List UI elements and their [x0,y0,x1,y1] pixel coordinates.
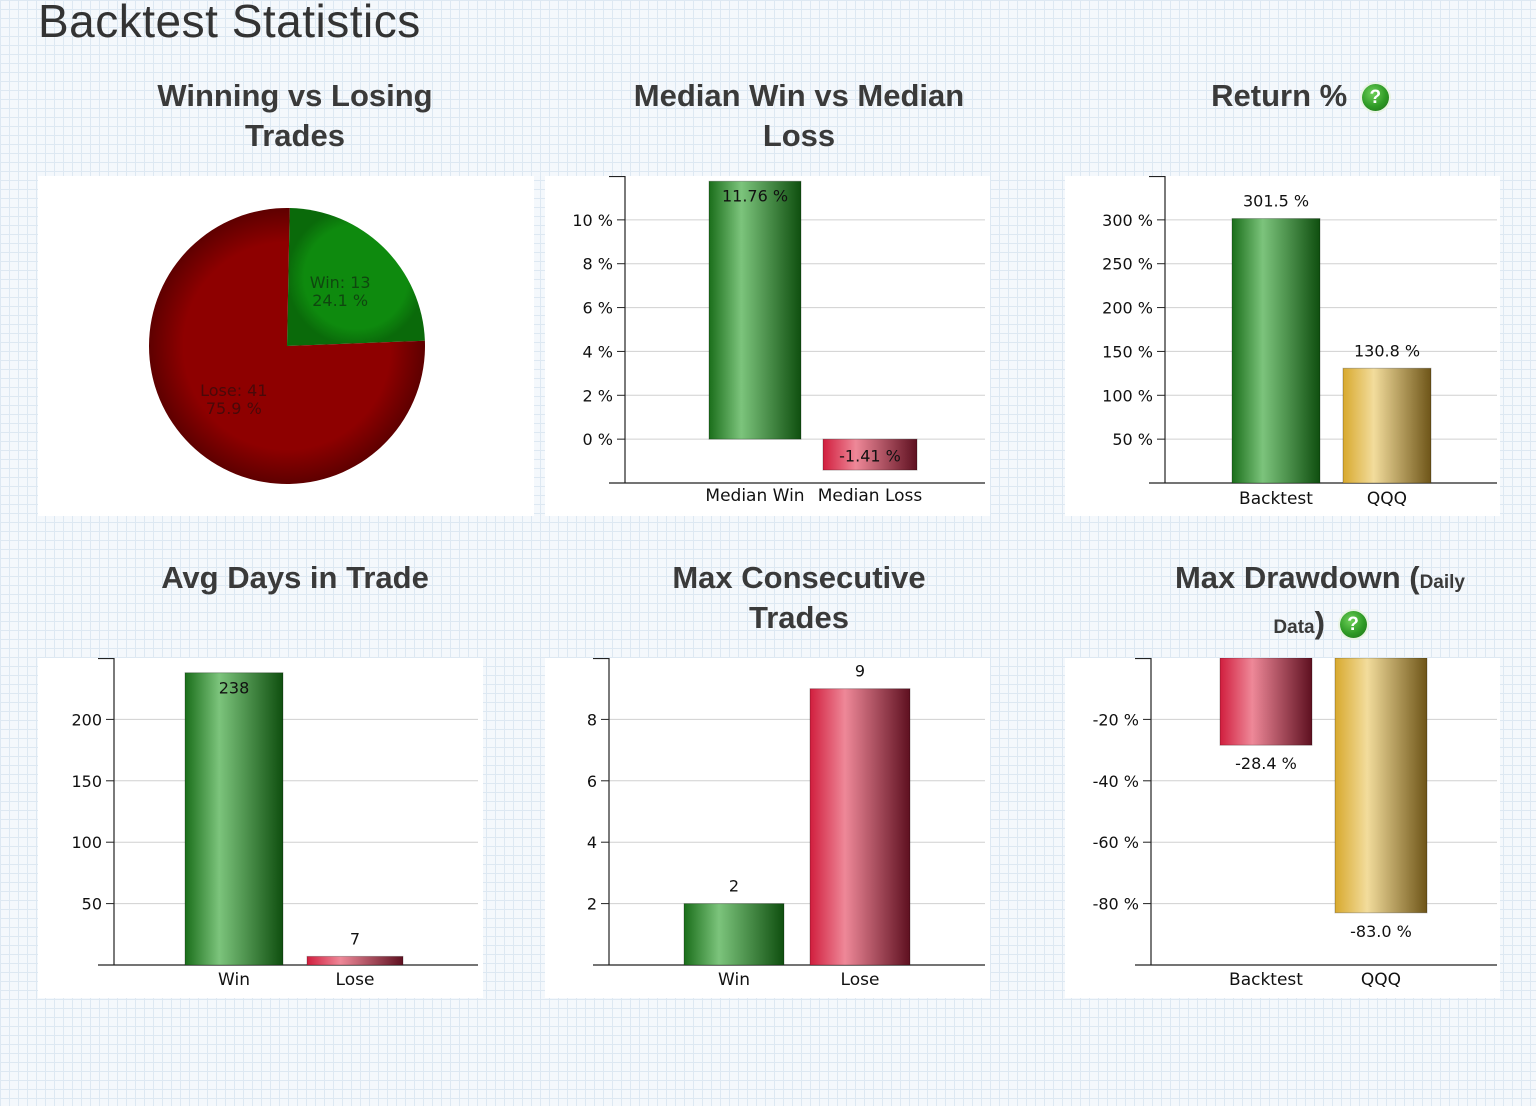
y-tick-label: 8 [587,710,597,729]
y-tick-label: -80 % [1093,895,1139,914]
chart-title-return: Return % ? [1130,76,1470,116]
chart-title-end: ) [1314,605,1325,640]
y-tick-label: 4 % [583,342,613,361]
x-tick-label: Backtest [1239,489,1313,509]
bar-lose [306,955,404,966]
chart-title-text: Max Consecutive Trades [672,560,926,635]
data-label: 2 [729,877,739,896]
bar-win [184,672,284,966]
chart-title-text: Median Win vs Median Loss [633,78,965,153]
chart-title-max-consecutive: Max Consecutive Trades [640,558,958,638]
bar-backtest [1219,658,1313,746]
help-icon[interactable]: ? [1339,611,1367,639]
x-tick-label: Lose [841,970,880,990]
y-tick-label: -20 % [1093,710,1139,729]
x-tick-label: Median Win [705,486,804,506]
y-tick-label: 2 % [583,386,613,405]
chart-title-text: Avg Days in Trade [161,560,429,595]
chart-panel-median-win-loss: 0 % 2 % 4 % 6 % 8 % 10 % 11.76 % Median Win -1.4… [545,176,990,516]
pie-label: Win: 13 [310,273,371,292]
y-tick-label: 50 [82,895,102,914]
y-tick-label: 150 [71,772,102,791]
x-tick-label: QQQ [1361,970,1401,990]
y-tick-label: -40 % [1093,772,1139,791]
x-tick-label: Win [718,970,750,990]
y-tick-label: 300 % [1102,211,1153,230]
bar-backtest [1231,218,1321,484]
data-label: 301.5 % [1243,192,1309,211]
pie-slice-win [287,208,425,346]
bar-chart-max-drawdown: -20 % -40 % -60 % -80 % -28.4 % Backtest -83.0… [1093,658,1497,990]
pie-label: Lose: 41 [200,381,267,400]
bar-chart-max-consecutive: 2 4 6 8 2 Win 9 Lose [587,658,985,990]
y-tick-label: 200 % [1102,299,1153,318]
bar-median-win [708,180,802,440]
pie-slice-lose [149,208,425,485]
data-label: 9 [855,662,865,681]
y-tick-label: 250 % [1102,255,1153,274]
data-label: 238 [219,679,250,698]
chart-panel-winning-vs-losing: Win: 13 24.1 % Lose: 41 75.9 % [38,176,534,516]
chart-title-winning-vs-losing: Winning vs Losing Trades [120,76,470,156]
chart-panel-return: 50 % 100 % 150 % 200 % 250 % 300 % 301.5 % Back… [1065,176,1500,516]
x-tick-label: Lose [336,970,375,990]
data-label: -1.41 % [839,447,901,466]
bar-median-loss [822,438,918,471]
bar-qqq [1334,658,1428,914]
bar-qqq [1342,367,1432,484]
data-label: 11.76 % [722,186,788,205]
data-label: -83.0 % [1350,922,1412,941]
chart-title-text: Winning vs Losing Trades [157,78,433,153]
page-title: Backtest Statistics [38,0,421,47]
bar-win [683,903,785,966]
x-tick-label: Backtest [1229,970,1303,990]
bar-chart-return: 50 % 100 % 150 % 200 % 250 % 300 % 301.5 % Back… [1102,176,1497,509]
y-tick-label: 8 % [583,255,613,274]
x-tick-label: QQQ [1367,489,1407,509]
data-label: 130.8 % [1354,341,1420,360]
x-tick-label: Win [218,970,250,990]
chart-panel-max-drawdown: -20 % -40 % -60 % -80 % -28.4 % Backtest -83.0… [1065,658,1500,998]
chart-title-text: Return % [1211,78,1348,113]
pie-pct-label: 24.1 % [312,291,368,310]
chart-title-text: Max Drawdown ( [1174,560,1420,595]
chart-title-median-win-loss: Median Win vs Median Loss [610,76,988,156]
y-tick-label: 100 [71,833,102,852]
y-tick-label: 6 % [583,299,613,318]
y-tick-label: 6 [587,772,597,791]
y-tick-label: 0 % [583,430,613,449]
chart-title-avg-days: Avg Days in Trade [110,558,480,598]
y-tick-label: -60 % [1093,833,1139,852]
y-tick-label: 4 [587,833,597,852]
y-tick-label: 150 % [1102,342,1153,361]
data-label: -28.4 % [1235,754,1297,773]
y-tick-label: 10 % [572,211,613,230]
y-tick-label: 100 % [1102,386,1153,405]
bar-chart-avg-days: 50 100 150 200 238 Win 7 Lose [71,658,478,990]
chart-title-small: Daily Data [1273,572,1465,638]
bar-lose [809,688,911,966]
help-icon[interactable]: ? [1361,84,1389,112]
y-tick-label: 200 [71,710,102,729]
x-tick-label: Median Loss [818,486,923,506]
chart-title-max-drawdown: Max Drawdown (Daily Data) ? [1150,558,1490,648]
chart-panel-avg-days: 50 100 150 200 238 Win 7 Lose [38,658,483,998]
y-tick-label: 2 [587,895,597,914]
chart-panel-max-consecutive: 2 4 6 8 2 Win 9 Lose [545,658,990,998]
pie-pct-label: 75.9 % [206,399,262,418]
y-tick-label: 50 % [1112,430,1153,449]
bar-chart-median: 0 % 2 % 4 % 6 % 8 % 10 % 11.76 % Median Win -1.4… [572,176,985,506]
data-label: 7 [350,929,360,948]
